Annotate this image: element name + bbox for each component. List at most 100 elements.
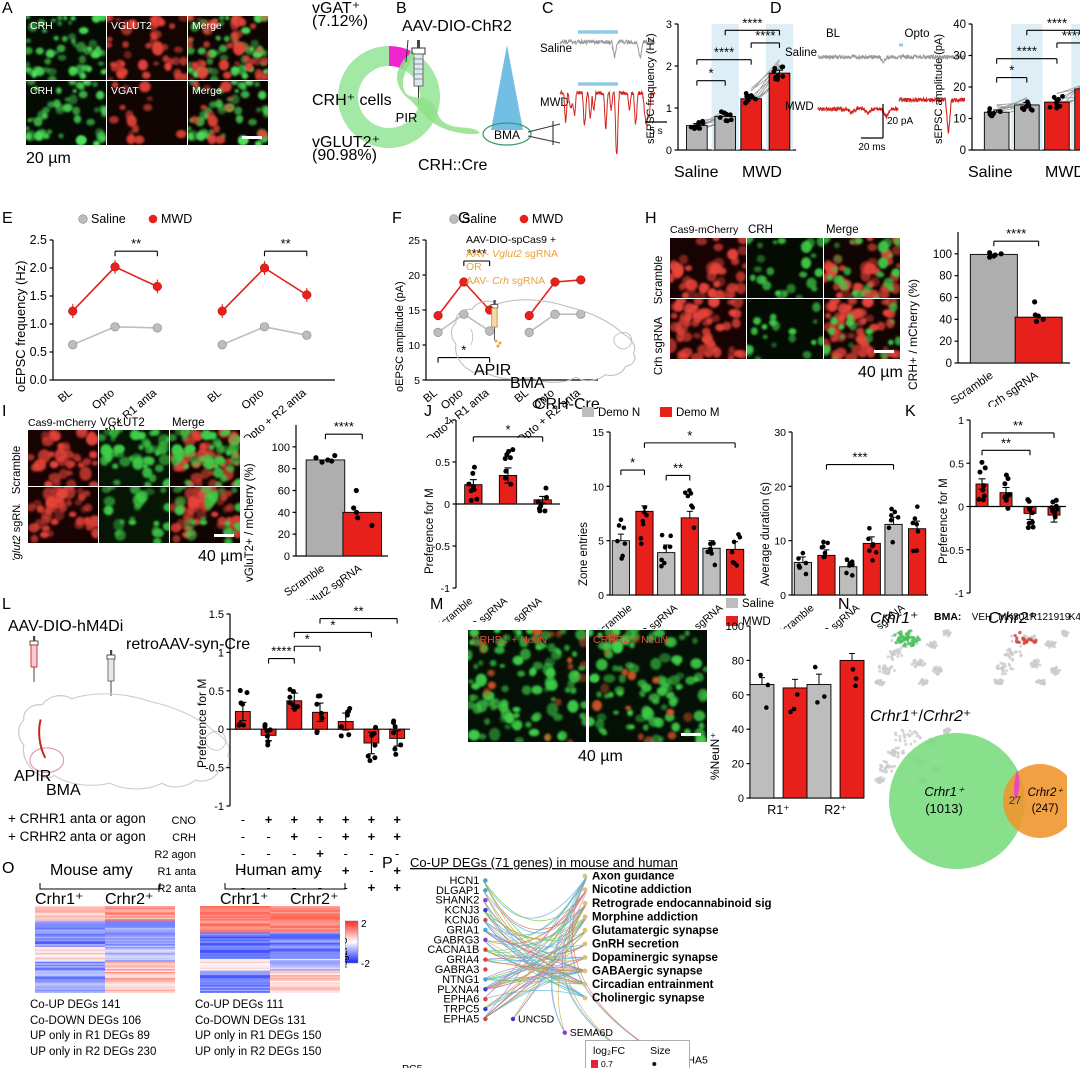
svg-text:Circadian entrainment: Circadian entrainment [592, 979, 714, 991]
svg-text:PC5: PC5 [402, 1063, 423, 1068]
svg-text:Cholinergic synapse: Cholinergic synapse [592, 993, 704, 1005]
svg-text:-1: -1 [441, 583, 450, 595]
svg-text:Saline: Saline [742, 598, 774, 610]
svg-text:100: 100 [933, 249, 952, 261]
svg-text:1.5: 1.5 [30, 289, 47, 303]
svg-text:Co-UP DEGs (71 genes) in mouse: Co-UP DEGs (71 genes) in mouse and human [410, 855, 678, 870]
svg-text:+: + [342, 829, 350, 844]
svg-text:Axon guidance: Axon guidance [592, 872, 674, 883]
svg-text:BMA: BMA [494, 128, 520, 142]
svg-text:**: ** [281, 236, 291, 251]
svg-text:1: 1 [958, 415, 964, 427]
svg-text:60: 60 [278, 486, 290, 498]
svg-text:100: 100 [272, 442, 290, 454]
svg-text:EPHA5: EPHA5 [443, 1014, 479, 1026]
svg-text:Scramble: Scramble [593, 602, 635, 629]
svg-text:+: + [368, 812, 376, 827]
svg-text:-: - [241, 846, 245, 861]
svg-text:3: 3 [666, 19, 672, 31]
svg-text:0: 0 [218, 724, 224, 736]
svg-text:GnRH secretion: GnRH secretion [592, 938, 679, 950]
svg-text:0: 0 [960, 145, 966, 157]
svg-text:****: **** [271, 644, 291, 659]
svg-text:(247): (247) [1032, 803, 1059, 815]
svg-text:20: 20 [953, 82, 966, 94]
svg-text:+: + [290, 829, 298, 844]
svg-text:-: - [241, 829, 245, 844]
svg-text:(1013): (1013) [925, 801, 963, 816]
svg-text:2: 2 [666, 61, 672, 73]
svg-text:UNC5D: UNC5D [518, 1014, 555, 1026]
svg-text:log₂FC: log₂FC [593, 1045, 626, 1057]
svg-text:Cas9-mCherry: Cas9-mCherry [670, 224, 739, 236]
svg-text:Opto: Opto [905, 28, 930, 40]
svg-text:0.5: 0.5 [30, 345, 47, 359]
svg-text:10: 10 [953, 114, 966, 126]
svg-text:Opto: Opto [90, 387, 117, 412]
svg-text:Dopaminergic synapse: Dopaminergic synapse [592, 952, 718, 964]
svg-text:+: + [316, 846, 324, 861]
svg-text:-1: -1 [955, 588, 964, 600]
svg-text:****: **** [334, 419, 354, 434]
svg-text:-: - [266, 846, 270, 861]
svg-text:5: 5 [414, 375, 420, 387]
svg-text:Merge: Merge [192, 20, 222, 32]
svg-text:**: ** [1001, 435, 1011, 450]
svg-text:+: + [290, 812, 298, 827]
svg-text:Glutamatergic synapse: Glutamatergic synapse [592, 925, 719, 937]
svg-text:**: ** [354, 606, 364, 619]
svg-text:****: **** [1006, 226, 1026, 241]
svg-text:60: 60 [732, 690, 744, 702]
svg-text:40: 40 [278, 507, 290, 519]
svg-text:Size: Size [650, 1045, 671, 1057]
svg-text:BL: BL [826, 28, 841, 40]
svg-text:40: 40 [939, 314, 952, 326]
svg-text:log2FC: log2FC [345, 937, 350, 968]
svg-text:0: 0 [666, 145, 672, 157]
svg-text:0.7: 0.7 [601, 1059, 613, 1068]
svg-text:+: + [393, 812, 401, 827]
svg-text:Merge: Merge [192, 85, 222, 97]
svg-text:Demo M: Demo M [676, 407, 719, 419]
svg-text:SEMA6D: SEMA6D [570, 1027, 614, 1039]
svg-text:BL: BL [56, 387, 75, 406]
svg-text:100: 100 [726, 621, 744, 633]
svg-text:60: 60 [939, 293, 952, 305]
svg-text:Nicotine addiction: Nicotine addiction [592, 884, 692, 896]
svg-text:*: * [630, 455, 635, 470]
svg-text:VGLUT2: VGLUT2 [100, 417, 145, 429]
svg-text:*: * [1009, 63, 1014, 78]
svg-text:0: 0 [958, 502, 964, 514]
svg-text:+: + [342, 812, 350, 827]
svg-text:**: ** [673, 460, 683, 475]
svg-text:****: **** [1017, 44, 1037, 59]
svg-text:0: 0 [598, 590, 604, 602]
svg-text:-: - [292, 846, 296, 861]
svg-text:-: - [369, 863, 373, 878]
svg-text:+: + [393, 880, 401, 895]
svg-text:Crh sgRNA: Crh sgRNA [677, 602, 725, 629]
svg-text:80: 80 [939, 271, 952, 283]
svg-text:80: 80 [732, 655, 744, 667]
svg-text:*: * [330, 617, 335, 632]
svg-text:-: - [369, 846, 373, 861]
svg-text:Crhr1⁺: Crhr1⁺ [924, 784, 965, 799]
svg-text:CRH: CRH [172, 832, 196, 844]
svg-text:Vglut2 sgRNA: Vglut2 sgRNA [622, 602, 680, 629]
svg-text:MWD: MWD [785, 101, 814, 113]
svg-text:+: + [316, 812, 324, 827]
svg-text:****: **** [714, 45, 734, 60]
svg-text:R2 agon: R2 agon [154, 849, 196, 861]
svg-text:2.5: 2.5 [30, 233, 47, 247]
svg-text:*: * [709, 66, 714, 81]
svg-text:1: 1 [218, 647, 224, 659]
svg-text:+: + [393, 829, 401, 844]
svg-text:CRH: CRH [748, 224, 773, 236]
svg-text:MWD: MWD [161, 212, 192, 226]
svg-text:Retrograde endocannabinoid sig: Retrograde endocannabinoid signaling [592, 898, 772, 910]
svg-text:0: 0 [444, 499, 450, 511]
svg-text:Scramble: Scramble [654, 256, 665, 305]
svg-text:CRHR1 + NeuN: CRHR1 + NeuN [472, 634, 547, 646]
svg-text:-: - [241, 812, 245, 827]
svg-text:Crh sgRNA: Crh sgRNA [654, 317, 665, 375]
